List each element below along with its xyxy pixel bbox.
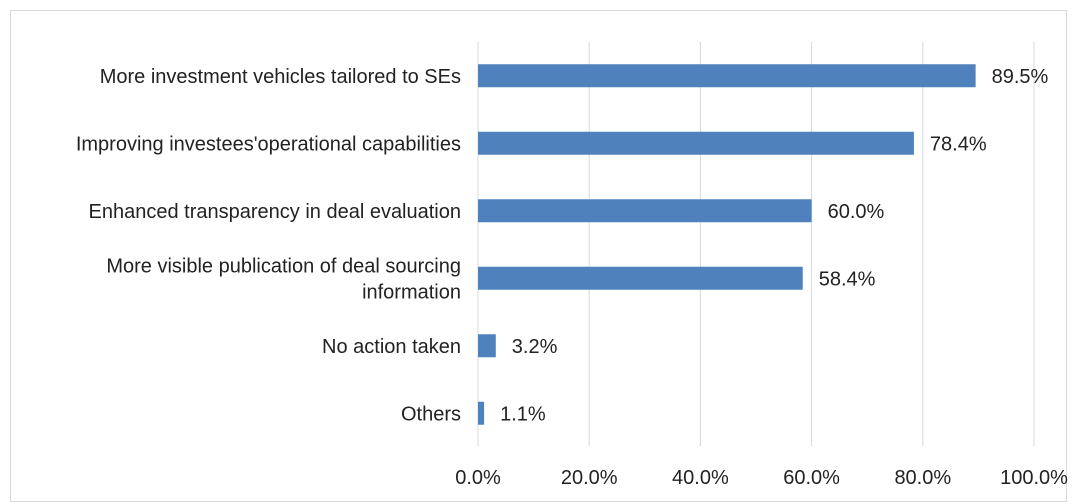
value-label: 60.0% — [828, 201, 885, 223]
x-tick-label: 100.0% — [1000, 467, 1068, 489]
bar — [478, 199, 812, 223]
value-label: 3.2% — [512, 336, 558, 358]
value-labels: 89.5% 78.4% 60.0% 58.4% 3.2% 1.1% — [500, 66, 1048, 426]
x-tick-label: 20.0% — [561, 467, 618, 489]
x-axis-ticks: 0.0% 20.0% 40.0% 60.0% 80.0% 100.0% — [455, 467, 1068, 489]
chart-frame — [10, 10, 1067, 502]
category-label: Enhanced transparency in deal evaluation — [89, 201, 461, 223]
gridlines — [477, 42, 1035, 446]
bar — [478, 64, 976, 88]
category-label: More investment vehicles tailored to SEs — [100, 66, 461, 88]
bars — [478, 64, 976, 425]
category-label: Others — [401, 403, 461, 425]
category-label: information — [362, 281, 461, 303]
value-label: 78.4% — [930, 133, 987, 155]
bar — [478, 401, 485, 425]
bar — [478, 131, 914, 155]
category-label: No action taken — [322, 336, 461, 358]
category-label: Improving investees'operational capabili… — [76, 133, 461, 155]
x-tick-label: 80.0% — [894, 467, 951, 489]
bar — [478, 334, 496, 358]
value-label: 89.5% — [992, 66, 1049, 88]
x-tick-label: 0.0% — [455, 467, 501, 489]
value-label: 1.1% — [500, 403, 546, 425]
x-tick-label: 60.0% — [783, 467, 840, 489]
bar — [478, 266, 803, 290]
x-tick-label: 40.0% — [672, 467, 729, 489]
category-labels: More investment vehicles tailored to SEs… — [76, 66, 461, 426]
value-label: 58.4% — [819, 268, 876, 290]
category-label: More visible publication of deal sourcin… — [106, 255, 461, 277]
